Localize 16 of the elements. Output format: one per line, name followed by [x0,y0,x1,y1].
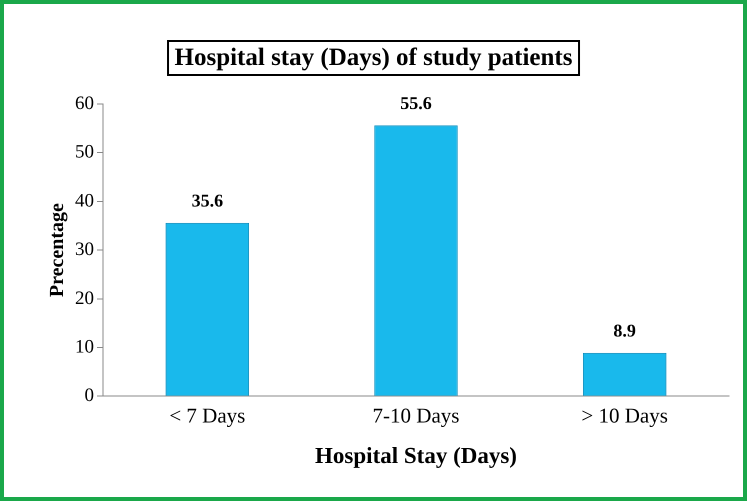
y-tick-label: 20 [75,288,94,309]
data-label: 35.6 [192,190,224,210]
y-tick-label: 50 [75,142,94,163]
x-tick-label: < 7 Days [169,403,246,428]
y-tick-label: 40 [75,190,94,212]
y-tick-label: 60 [75,92,94,114]
chart-title: Hospital stay (Days) of study patients [166,40,580,76]
y-tick-label: 0 [84,385,94,406]
data-label: 8.9 [613,320,636,341]
x-tick-label: 7-10 Days [372,403,460,428]
x-tick-label: > 10 Days [581,403,668,428]
data-label: 55.6 [400,93,432,114]
y-tick-label: 30 [75,239,94,260]
y-axis-title: Precentage [46,202,68,298]
x-axis-title: Hospital Stay (Days) [315,443,517,468]
y-tick-label: 10 [75,336,94,358]
